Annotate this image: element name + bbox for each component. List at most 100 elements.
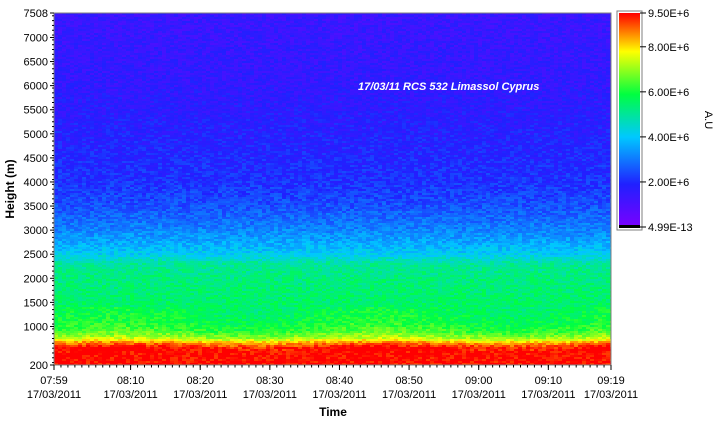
heatmap-cell (298, 75, 302, 77)
heatmap-cell (214, 23, 218, 25)
heatmap-cell (122, 21, 126, 23)
heatmap-cell (466, 69, 470, 71)
heatmap-cell (506, 71, 510, 73)
heatmap-cell (210, 15, 214, 17)
heatmap-cell (222, 39, 226, 41)
heatmap-cell (162, 53, 166, 55)
heatmap-cell (342, 69, 346, 71)
heatmap-cell (454, 41, 458, 43)
heatmap-cell (394, 49, 398, 51)
heatmap-cell (218, 19, 222, 21)
heatmap-cell (170, 27, 174, 29)
heatmap-cell (330, 79, 334, 81)
heatmap-cell (262, 19, 266, 21)
heatmap-cell (350, 33, 354, 35)
heatmap-cell (566, 21, 570, 23)
heatmap-cell (294, 59, 298, 61)
heatmap-cell (466, 65, 470, 67)
heatmap-cell (162, 79, 166, 81)
heatmap-cell (342, 21, 346, 23)
heatmap-cell (458, 33, 462, 35)
heatmap-cell (522, 33, 526, 35)
heatmap-cell (410, 77, 414, 79)
heatmap-cell (94, 83, 98, 85)
heatmap-cell (326, 47, 330, 49)
heatmap-cell (382, 55, 386, 57)
heatmap-cell (382, 43, 386, 45)
heatmap-cell (66, 65, 70, 67)
heatmap-cell (534, 35, 538, 37)
heatmap-cell (314, 73, 318, 75)
heatmap-cell (186, 59, 190, 61)
heatmap-cell (170, 23, 174, 25)
heatmap-cell (522, 47, 526, 49)
heatmap-cell (194, 63, 198, 65)
heatmap-cell (154, 39, 158, 41)
heatmap-cell (546, 69, 550, 71)
heatmap-cell (598, 29, 602, 31)
heatmap-cell (522, 45, 526, 47)
heatmap-cell (298, 37, 302, 39)
heatmap-cell (370, 43, 374, 45)
heatmap-cell (190, 37, 194, 39)
heatmap-cell (262, 39, 266, 41)
heatmap-cell (570, 41, 574, 43)
heatmap-cell (214, 77, 218, 79)
heatmap-cell (146, 43, 150, 45)
heatmap-cell (350, 81, 354, 83)
heatmap-cell (174, 67, 178, 69)
heatmap-cell (386, 31, 390, 33)
heatmap-cell (350, 25, 354, 27)
heatmap-cell (226, 33, 230, 35)
plot-area (54, 13, 611, 365)
heatmap-cell (394, 75, 398, 77)
heatmap-cell (342, 83, 346, 85)
heatmap-cell (346, 67, 350, 69)
heatmap-cell (290, 75, 294, 77)
heatmap-cell (450, 59, 454, 61)
heatmap-cell (226, 75, 230, 77)
heatmap-cell (486, 77, 490, 79)
heatmap-cell (306, 17, 310, 19)
heatmap-cell (426, 57, 430, 59)
heatmap-cell (494, 49, 498, 51)
heatmap-cell (474, 19, 478, 21)
heatmap-cell (454, 67, 458, 69)
heatmap-cell (338, 21, 342, 23)
heatmap-cell (82, 51, 86, 53)
heatmap-cell (362, 77, 366, 79)
heatmap-cell (102, 19, 106, 21)
heatmap-cell (518, 39, 522, 41)
heatmap-cell (558, 45, 562, 47)
heatmap-cell (486, 21, 490, 23)
heatmap-cell (498, 55, 502, 57)
heatmap-cell (406, 63, 410, 65)
heatmap-cell (194, 53, 198, 55)
heatmap-cell (242, 41, 246, 43)
heatmap-cell (566, 63, 570, 65)
heatmap-cell (370, 33, 374, 35)
heatmap-cell (478, 69, 482, 71)
heatmap-cell (474, 71, 478, 73)
heatmap-cell (162, 73, 166, 75)
heatmap-cell (266, 57, 270, 59)
heatmap-cell (190, 35, 194, 37)
heatmap-cell (502, 45, 506, 47)
heatmap-cell (114, 75, 118, 77)
heatmap-cell (314, 65, 318, 67)
heatmap-cell (142, 53, 146, 55)
heatmap-cell (330, 29, 334, 31)
heatmap-cell (70, 75, 74, 77)
heatmap-cell (542, 27, 546, 29)
heatmap-cell (226, 63, 230, 65)
heatmap-cell (574, 35, 578, 37)
heatmap-cell (362, 53, 366, 55)
heatmap-cell (446, 45, 450, 47)
heatmap-cell (210, 69, 214, 71)
heatmap-cell (354, 15, 358, 17)
heatmap-cell (422, 73, 426, 75)
heatmap-cell (142, 81, 146, 83)
heatmap-cell (454, 37, 458, 39)
heatmap-cell (394, 53, 398, 55)
heatmap-cell (106, 59, 110, 61)
